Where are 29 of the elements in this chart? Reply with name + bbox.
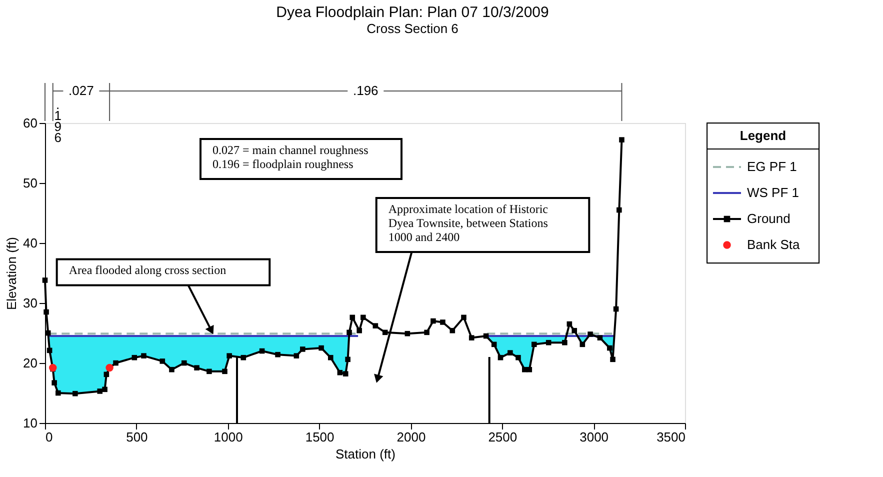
x-tick-label: 3000: [580, 430, 609, 444]
x-tick-label: 1000: [214, 430, 243, 444]
y-tick-label: 20: [23, 356, 38, 370]
legend-label: EG PF 1: [747, 159, 797, 174]
annotation: .196: [54, 97, 62, 145]
annotation: 0.027 = main channel roughness 0.196 = floodplain roughness: [212, 143, 369, 171]
legend-title: Legend: [740, 128, 786, 143]
legend-label: Bank Sta: [747, 237, 801, 252]
x-tick-label: 2500: [488, 430, 518, 444]
chart-subtitle: Cross Section 6: [366, 21, 458, 36]
x-tick-label: 2000: [396, 430, 426, 444]
annotation: Area flooded along cross section: [68, 263, 226, 278]
y-tick-label: 40: [23, 236, 38, 250]
x-tick-label: 500: [126, 430, 148, 444]
y-tick-label: 50: [23, 176, 38, 190]
y-tick-label: 10: [23, 416, 38, 430]
x-tick-label: 0: [46, 430, 53, 444]
annotation: Approximate location of Historic Dyea Townsite, between Stations 1000 and 2400: [388, 202, 548, 244]
legend-label: WS PF 1: [747, 185, 800, 200]
y-axis-title: Elevation (ft): [4, 237, 20, 310]
chart-title: Dyea Floodplain Plan: Plan 07 10/3/2009: [276, 4, 549, 21]
x-axis-title: Station (ft): [336, 446, 396, 462]
y-tick-label: 30: [23, 296, 38, 310]
text: .196: [352, 83, 378, 98]
legend-label: Ground: [747, 211, 790, 226]
text: .027: [68, 83, 94, 98]
y-tick-label: 60: [23, 116, 38, 130]
x-tick-label: 3500: [656, 430, 686, 444]
x-tick-label: 1500: [305, 430, 334, 444]
